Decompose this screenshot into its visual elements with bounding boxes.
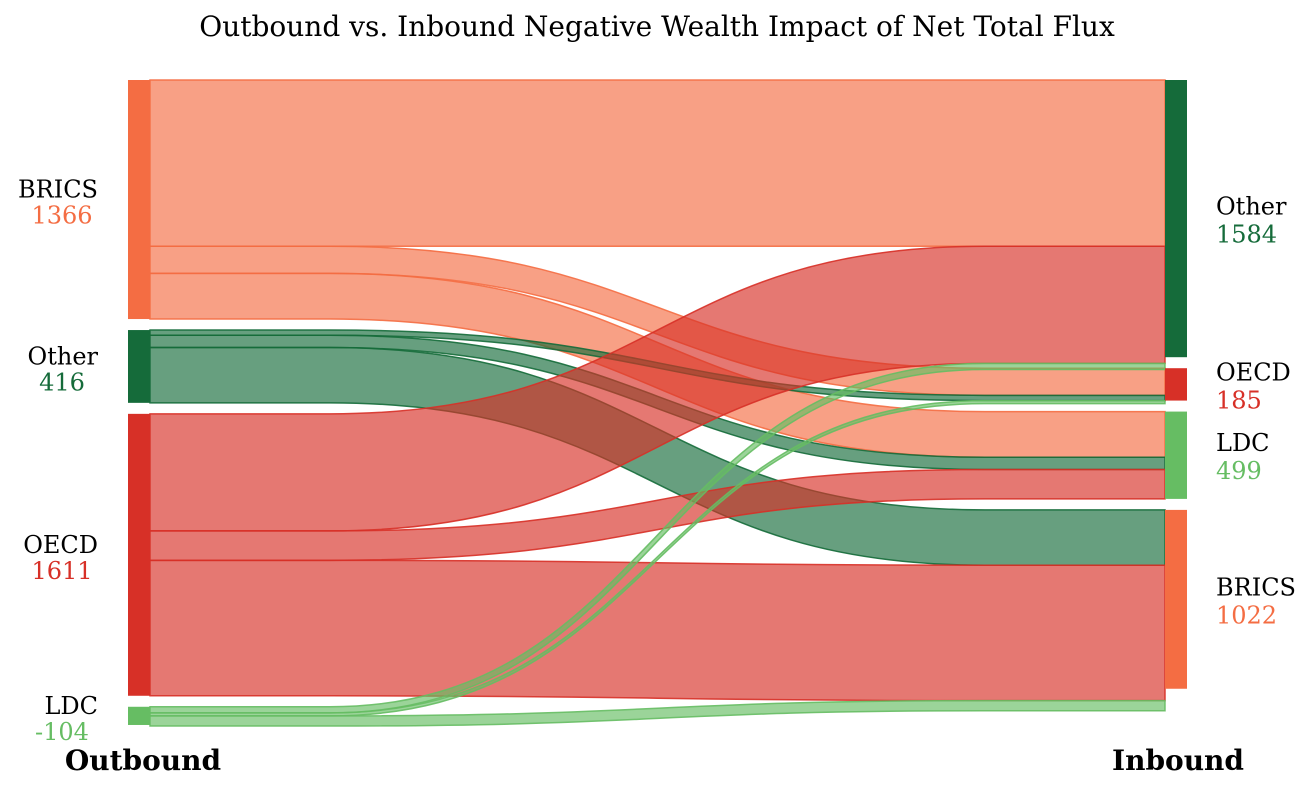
inbound-axis-label: Inbound [1112,744,1244,777]
outbound-axis-label: Outbound [65,744,221,777]
outbound-node-label: Other [28,342,99,370]
label-layer: BRICS1366Other416OECD1611LDC-104Other158… [18,176,1296,746]
inbound-node-ldc [1165,411,1187,499]
chart-title: Outbound vs. Inbound Negative Wealth Imp… [199,10,1115,43]
outbound-node-label: OECD [23,531,98,559]
outbound-node-oecd [128,413,150,696]
flow-layer [149,79,1166,727]
inbound-node-other [1165,80,1187,358]
flow-oecd-to-brics [149,559,1166,702]
outbound-node-value: -104 [35,718,89,746]
outbound-node-value: 416 [39,368,85,396]
node-layer [128,80,1187,725]
inbound-node-label: BRICS [1216,573,1296,601]
inbound-node-value: 185 [1216,386,1262,414]
inbound-node-value: 1022 [1216,601,1277,629]
outbound-node-other [128,330,150,403]
inbound-node-label: OECD [1216,358,1291,386]
flow-ldc-to-oecd [149,399,1166,717]
outbound-node-brics [128,80,150,320]
outbound-node-label: BRICS [18,176,98,204]
inbound-node-label: Other [1216,193,1287,221]
inbound-node-oecd [1165,368,1187,401]
inbound-node-value: 499 [1216,457,1262,485]
outbound-node-value: 1366 [31,202,92,230]
inbound-node-value: 1584 [1216,221,1277,249]
inbound-node-label: LDC [1216,429,1270,457]
outbound-node-label: LDC [44,692,98,720]
inbound-node-brics [1165,509,1187,689]
outbound-node-ldc [128,706,150,725]
outbound-node-value: 1611 [31,557,92,585]
flow-ldc-to-brics [149,699,1166,727]
flow-brics-to-other [149,79,1166,248]
